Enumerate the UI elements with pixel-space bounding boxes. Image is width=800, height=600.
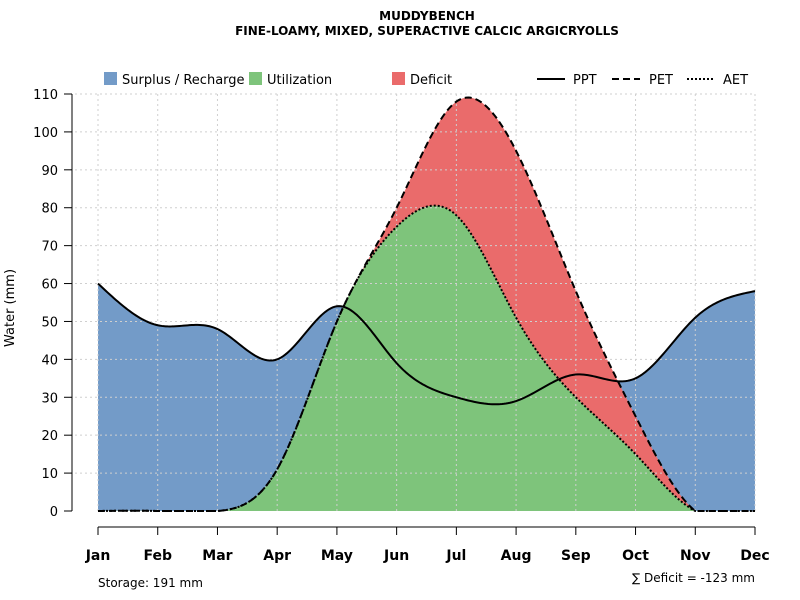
grid-lines [70, 93, 756, 511]
axes: 0 10 20 30 40 50 60 70 80 90 100 110 Jan Feb Mar Apr May… [33, 88, 770, 564]
series-line-pet [97, 96, 755, 512]
x-tick-label-mar: Mar [202, 548, 232, 564]
x-tick-label-may: May [321, 548, 353, 564]
plot-area [98, 97, 755, 511]
legend-label-ppt: PPT [573, 73, 597, 88]
x-tick-label-jun: Jun [383, 548, 409, 564]
y-tick-label: 20 [41, 429, 58, 444]
y-tick-label: 100 [33, 126, 58, 141]
y-tick-label: 40 [41, 353, 58, 368]
y-tick-label: 110 [33, 88, 58, 103]
chart-subtitle: FINE-LOAMY, MIXED, SUPERACTIVE CALCIC AR… [235, 24, 619, 38]
storage-note: Storage: 191 mm [98, 576, 203, 590]
series-lines [97, 96, 756, 512]
x-tick-label-sep: Sep [561, 548, 591, 564]
y-tick-label: 60 [41, 278, 58, 293]
legend-label-surplus: Surplus / Recharge [122, 73, 245, 88]
chart-title: MUDDYBENCH [379, 9, 475, 23]
legend-label-aet: AET [723, 73, 748, 88]
series-line-ppt [97, 282, 756, 406]
legend: Surplus / Recharge Utilization Deficit P… [104, 72, 748, 88]
y-tick-label: 70 [41, 240, 58, 255]
legend-label-pet: PET [649, 73, 673, 88]
y-tick-label: 90 [41, 164, 58, 179]
x-tick-label-oct: Oct [622, 548, 649, 564]
x-tick-label-aug: Aug [501, 548, 532, 564]
y-tick-label: 0 [50, 505, 58, 520]
x-tick-label-jul: Jul [445, 548, 466, 564]
legend-swatch-surplus [104, 72, 117, 85]
y-tick-label: 30 [41, 391, 58, 406]
y-tick-label: 50 [41, 315, 58, 330]
series-line-aet [97, 204, 755, 512]
x-tick-label-jan: Jan [85, 548, 111, 564]
legend-swatch-deficit [392, 72, 405, 85]
area-utilization [98, 205, 755, 511]
y-axis-label: Water (mm) [3, 269, 18, 347]
legend-label-deficit: Deficit [410, 73, 452, 88]
x-tick-label-apr: Apr [263, 548, 291, 564]
x-tick-label-dec: Dec [740, 548, 769, 564]
x-tick-label-feb: Feb [143, 548, 172, 564]
y-tick-label: 10 [41, 467, 58, 482]
y-tick-label: 80 [41, 202, 58, 217]
deficit-note: ∑ Deficit = -123 mm [632, 571, 755, 585]
legend-swatch-utilization [249, 72, 262, 85]
x-tick-label-nov: Nov [680, 548, 710, 564]
legend-label-utilization: Utilization [267, 73, 332, 88]
